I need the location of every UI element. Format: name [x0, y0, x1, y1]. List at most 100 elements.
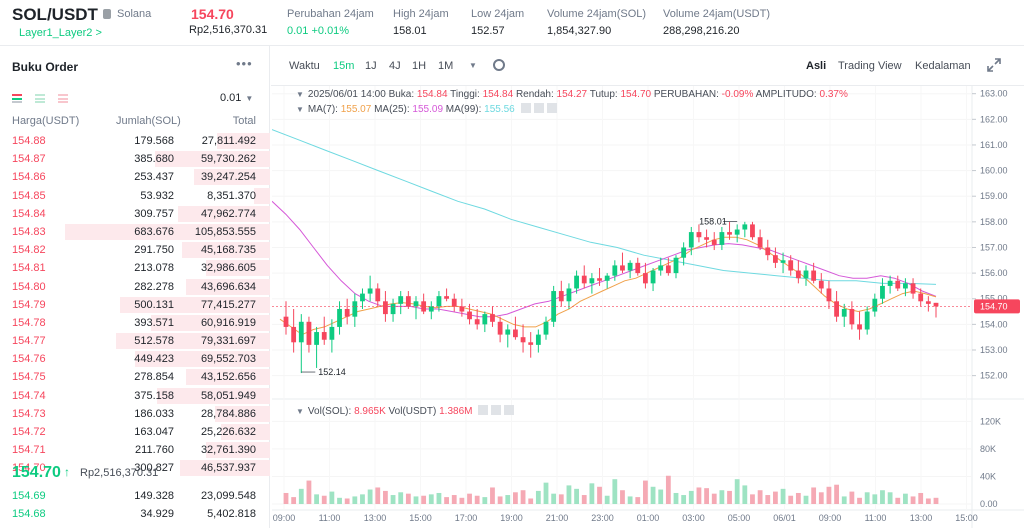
row-price: 154.73: [12, 407, 46, 420]
more-options-icon[interactable]: •••: [236, 56, 253, 71]
row-price: 154.68: [12, 508, 46, 521]
collapse-caret-icon[interactable]: ▼: [296, 90, 304, 99]
bids-only-view-icon[interactable]: [35, 94, 45, 103]
interval-1h[interactable]: 1H: [412, 60, 427, 72]
ask-row[interactable]: 154.80 282.278 43,696.634: [0, 278, 270, 296]
row-qty: 683.676: [134, 225, 174, 238]
stat-label: Volume 24jam(USDT): [663, 8, 770, 20]
ask-row[interactable]: 154.83 683.676 105,853.555: [0, 223, 270, 241]
candle-body: [795, 270, 801, 279]
ask-row[interactable]: 154.85 53.932 8,351.370: [0, 187, 270, 205]
row-total: 32,761.390: [200, 444, 256, 457]
row-total: 45,168.735: [200, 244, 256, 257]
ask-row[interactable]: 154.82 291.750 45,168.735: [0, 241, 270, 259]
close-icon[interactable]: [504, 405, 515, 415]
time-tick-label: 05:00: [728, 513, 751, 523]
ask-row[interactable]: 154.77 512.578 79,331.697: [0, 332, 270, 350]
candle-body: [467, 311, 472, 320]
candle-body: [321, 332, 327, 340]
ask-row[interactable]: 154.88 179.568 27,811.492: [0, 132, 270, 150]
candle-body: [719, 232, 725, 245]
tick-size-select[interactable]: 0.01 ▼: [220, 92, 253, 104]
view-depth[interactable]: Kedalaman: [915, 60, 971, 72]
eye-icon[interactable]: [478, 405, 489, 415]
collapse-caret-icon[interactable]: ▼: [296, 407, 304, 416]
volume-bar: [474, 495, 480, 504]
vol-sol-value: 8.965K: [354, 406, 386, 417]
volume-bar: [734, 479, 740, 504]
ask-row[interactable]: 154.81 213.078 32,986.605: [0, 259, 270, 277]
eye-icon[interactable]: [520, 103, 531, 113]
row-total: 25,226.632: [200, 426, 256, 438]
row-price: 154.83: [12, 225, 46, 238]
settings-icon[interactable]: [491, 405, 502, 415]
asks-only-view-icon[interactable]: [58, 94, 68, 103]
ask-row[interactable]: 154.71 211.760 32,761.390: [0, 441, 270, 459]
row-total: 27,811.492: [201, 135, 256, 147]
row-price: 154.74: [12, 389, 46, 402]
view-trading-view[interactable]: Trading View: [838, 60, 902, 72]
volume-bar: [551, 493, 557, 504]
candle-body: [872, 298, 878, 312]
change-label: PERUBAHAN:: [653, 89, 719, 100]
row-price: 154.69: [12, 490, 46, 502]
ask-row[interactable]: 154.75 278.854 43,152.656: [0, 368, 270, 386]
interval-15m[interactable]: 15m: [333, 60, 355, 72]
candle-body: [352, 301, 358, 317]
ask-row[interactable]: 154.86 253.437 39,247.254: [0, 168, 270, 186]
ask-row[interactable]: 154.72 163.047 25,226.632: [0, 423, 270, 441]
stat-label: Low 24jam: [471, 8, 525, 20]
row-qty: 512.578: [134, 335, 174, 348]
row-price: 154.78: [12, 316, 46, 329]
interval-4j[interactable]: 4J: [389, 60, 401, 72]
interval-1m[interactable]: 1M: [438, 60, 454, 72]
pair-title[interactable]: SOL/USDT: [12, 5, 98, 24]
gear-icon[interactable]: [493, 59, 505, 71]
time-tick-label: 01:00: [637, 513, 660, 523]
candlestick-chart-area[interactable]: 163.00 162.00 161.00 160.00 159.00 158.00 157.…: [272, 86, 1024, 528]
stat-value: 1,854,327.90: [547, 25, 612, 37]
price-column-header: Harga(USDT): [12, 115, 80, 127]
volume-bar: [742, 485, 748, 504]
volume-bar: [283, 492, 289, 504]
candle-body: [933, 302, 939, 307]
candle-date: 2025/06/01 14:00: [307, 89, 386, 100]
high-label: Tinggi:: [450, 89, 480, 100]
stat-low-24h: Low 24jam 152.57: [471, 8, 524, 37]
volume-bar: [490, 487, 495, 504]
volume-bar: [597, 486, 602, 504]
coin-info-icon[interactable]: [103, 9, 111, 19]
candle-body: [490, 314, 495, 322]
time-tick-label: 11:00: [865, 513, 887, 523]
volume-bar: [711, 493, 717, 504]
ask-row[interactable]: 154.78 393.571 60,916.919: [0, 314, 270, 332]
ask-row[interactable]: 154.84 309.757 47,962.774: [0, 205, 270, 223]
time-tick-label: 19:00: [500, 513, 523, 523]
stat-value: 152.57: [471, 25, 505, 37]
view-original[interactable]: Asli: [806, 60, 827, 72]
ask-row[interactable]: 154.74 375.158 58,051.949: [0, 387, 270, 405]
vol-usdt-value: 1.386M: [439, 406, 473, 417]
bid-row[interactable]: 154.68 34.929 5,402.818: [0, 505, 270, 523]
ask-row[interactable]: 154.73 186.033 28,784.886: [0, 405, 270, 423]
interval-1j[interactable]: 1J: [365, 60, 377, 72]
high-value: 154.84: [482, 89, 514, 100]
ask-row[interactable]: 154.87 385.680 59,730.262: [0, 150, 270, 168]
ask-row[interactable]: 154.79 500.131 77,415.277: [0, 296, 270, 314]
close-icon[interactable]: [546, 103, 557, 113]
expand-icon[interactable]: [987, 58, 1001, 72]
category-tag-link[interactable]: Layer1_Layer2 >: [19, 27, 102, 39]
collapse-caret-icon[interactable]: ▼: [296, 105, 304, 114]
price-tick-label: 163.00: [980, 89, 1008, 99]
volume-bar: [750, 494, 755, 504]
ask-row[interactable]: 154.70 300.827 46,537.937: [0, 459, 270, 477]
settings-icon[interactable]: [533, 103, 544, 113]
both-sides-view-icon[interactable]: [12, 94, 22, 103]
more-intervals-chevron-icon[interactable]: ▼: [469, 61, 477, 70]
ask-rows: 154.88 179.568 27,811.492 154.87 385.680 59,7…: [0, 132, 270, 478]
candle-body: [818, 280, 824, 289]
bid-row[interactable]: 154.69 149.328 23,099.548: [0, 487, 270, 505]
stat-label: Volume 24jam(SOL): [547, 8, 647, 20]
volume-bar: [688, 490, 694, 504]
ask-row[interactable]: 154.76 449.423 69,552.703: [0, 350, 270, 368]
